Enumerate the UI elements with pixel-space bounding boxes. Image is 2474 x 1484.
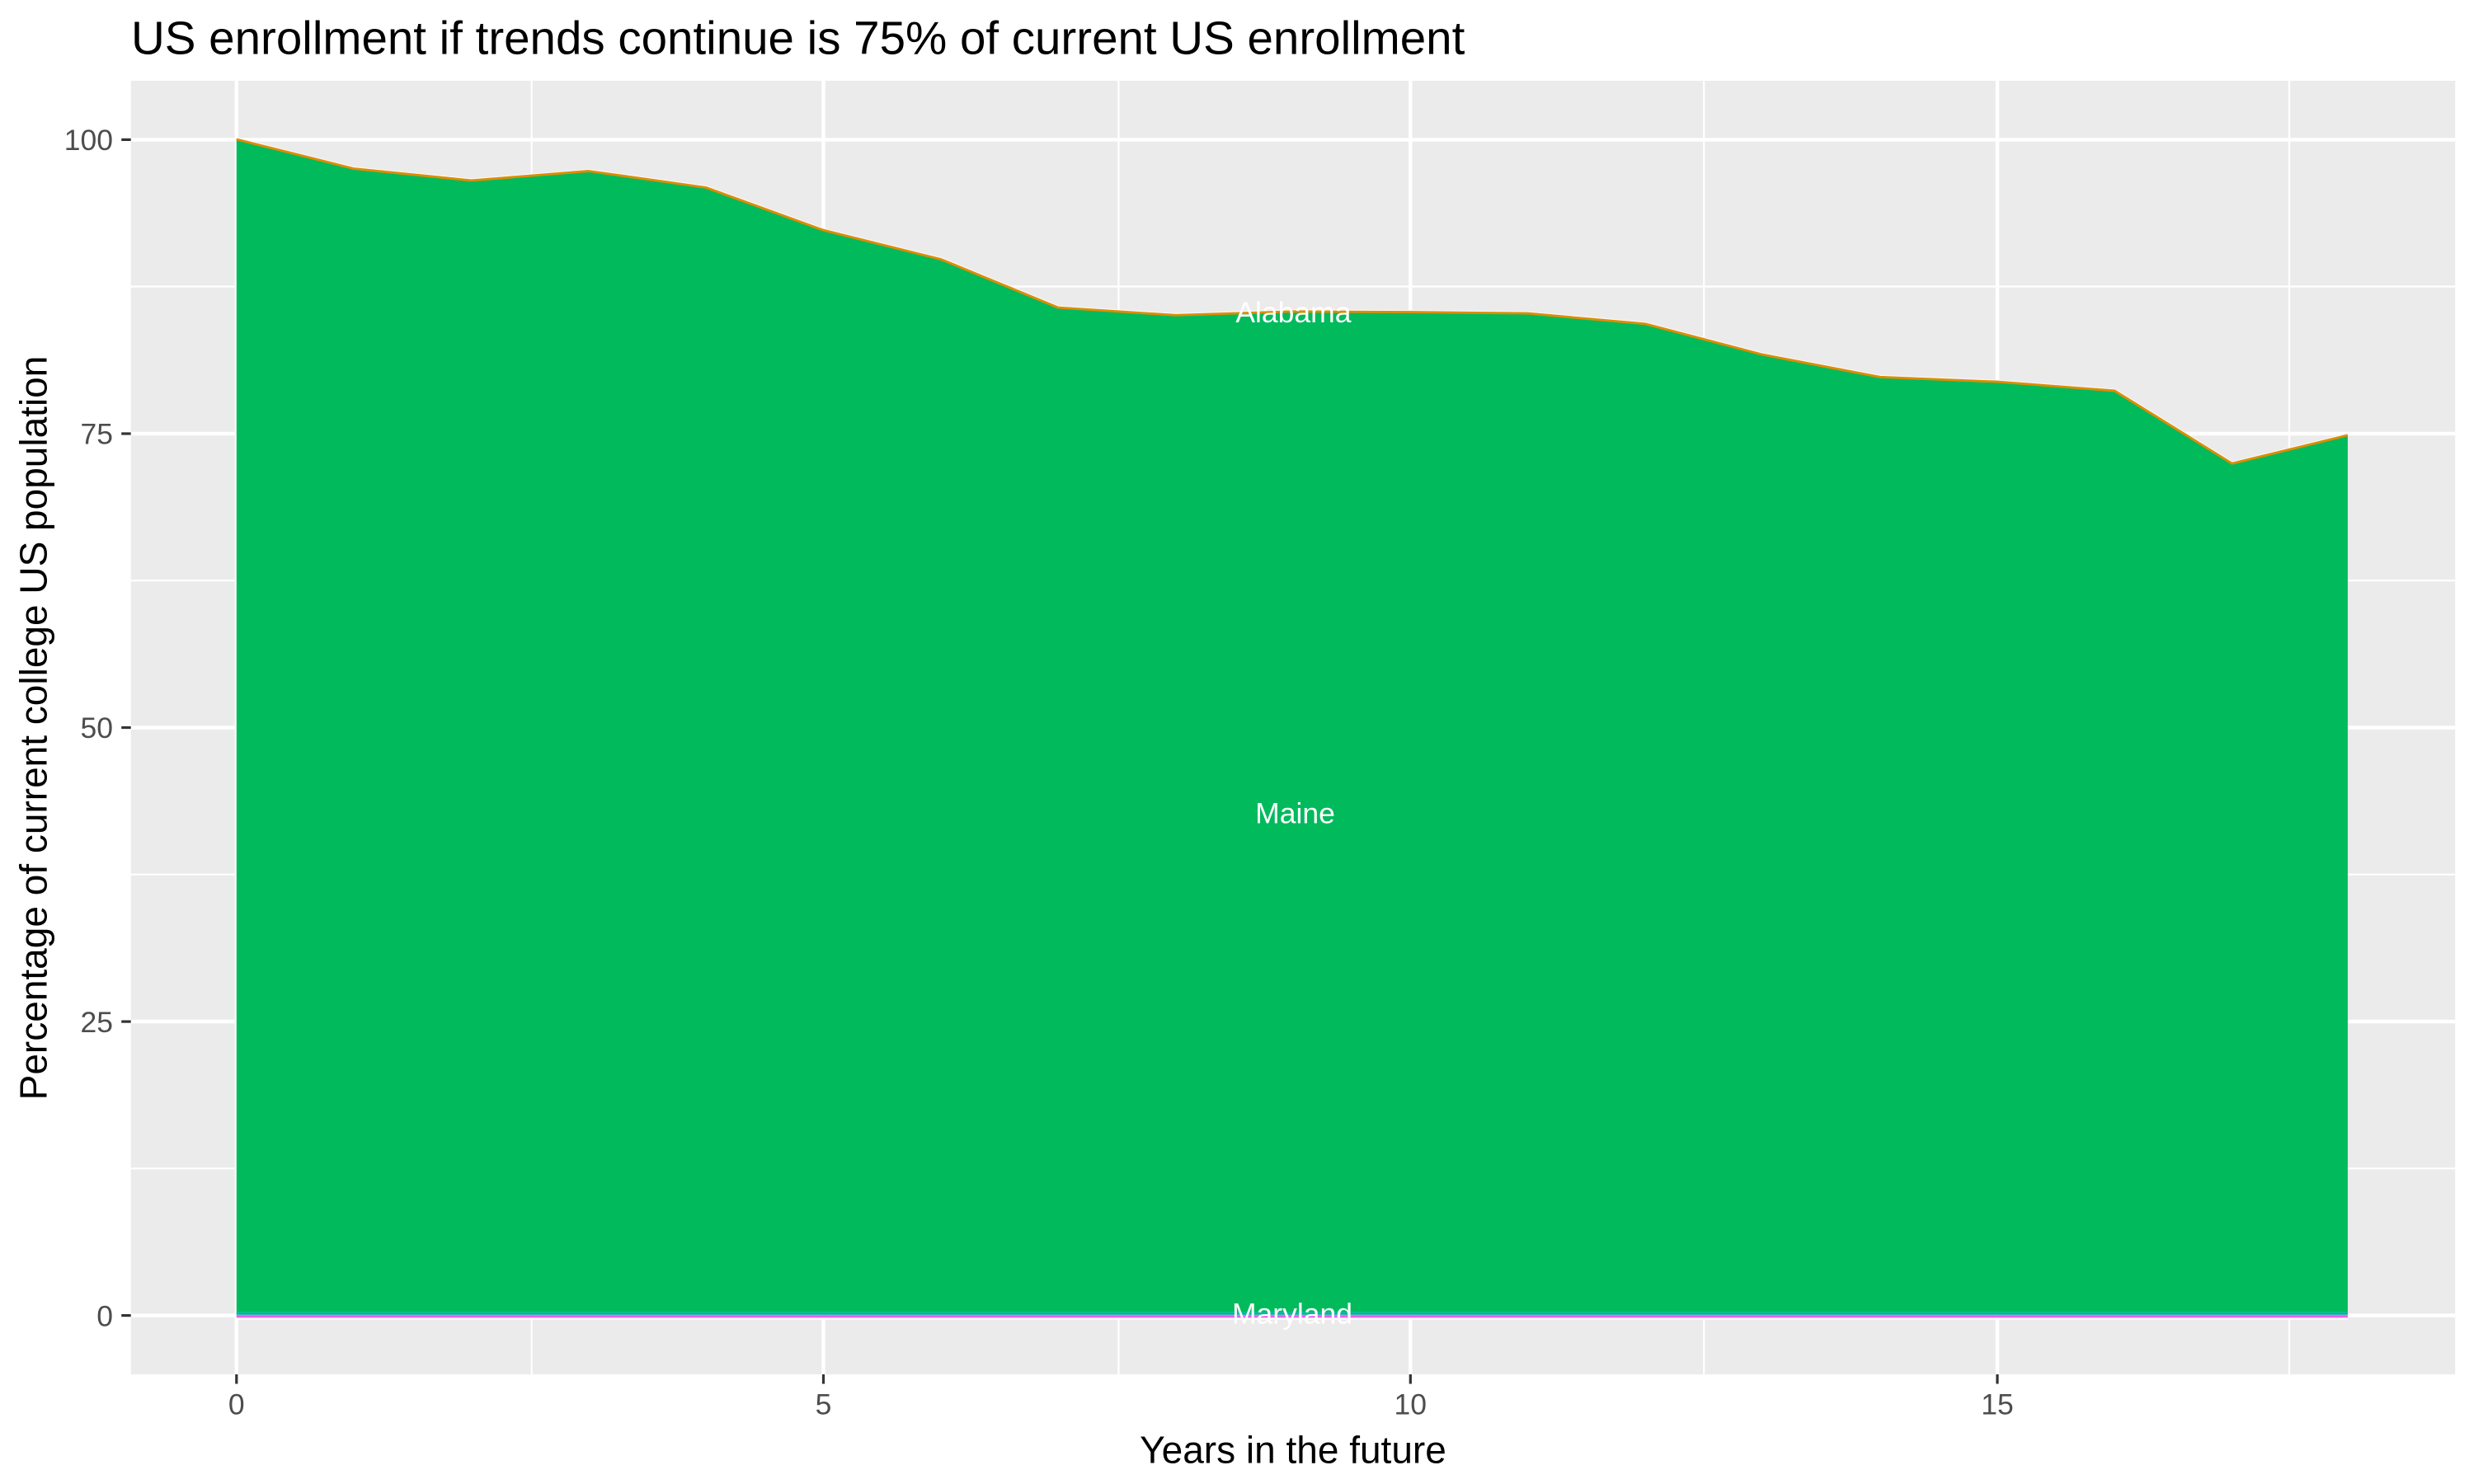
svg-text:Alabama: Alabama — [1235, 296, 1351, 329]
svg-text:5: 5 — [816, 1388, 832, 1421]
svg-text:US enrollment if trends contin: US enrollment if trends continue is 75% … — [131, 12, 1465, 64]
svg-text:75: 75 — [81, 418, 114, 451]
svg-text:0: 0 — [228, 1388, 245, 1421]
svg-text:10: 10 — [1395, 1388, 1427, 1421]
svg-text:100: 100 — [64, 124, 113, 157]
svg-text:15: 15 — [1981, 1388, 2014, 1421]
svg-text:0: 0 — [96, 1299, 113, 1332]
svg-text:Years in the future: Years in the future — [1140, 1429, 1446, 1472]
svg-text:Maryland: Maryland — [1232, 1298, 1352, 1331]
svg-text:50: 50 — [81, 711, 114, 744]
svg-text:25: 25 — [81, 1006, 114, 1039]
svg-text:Maine: Maine — [1255, 797, 1335, 830]
svg-text:Percentage of current college: Percentage of current college US populat… — [12, 356, 55, 1101]
